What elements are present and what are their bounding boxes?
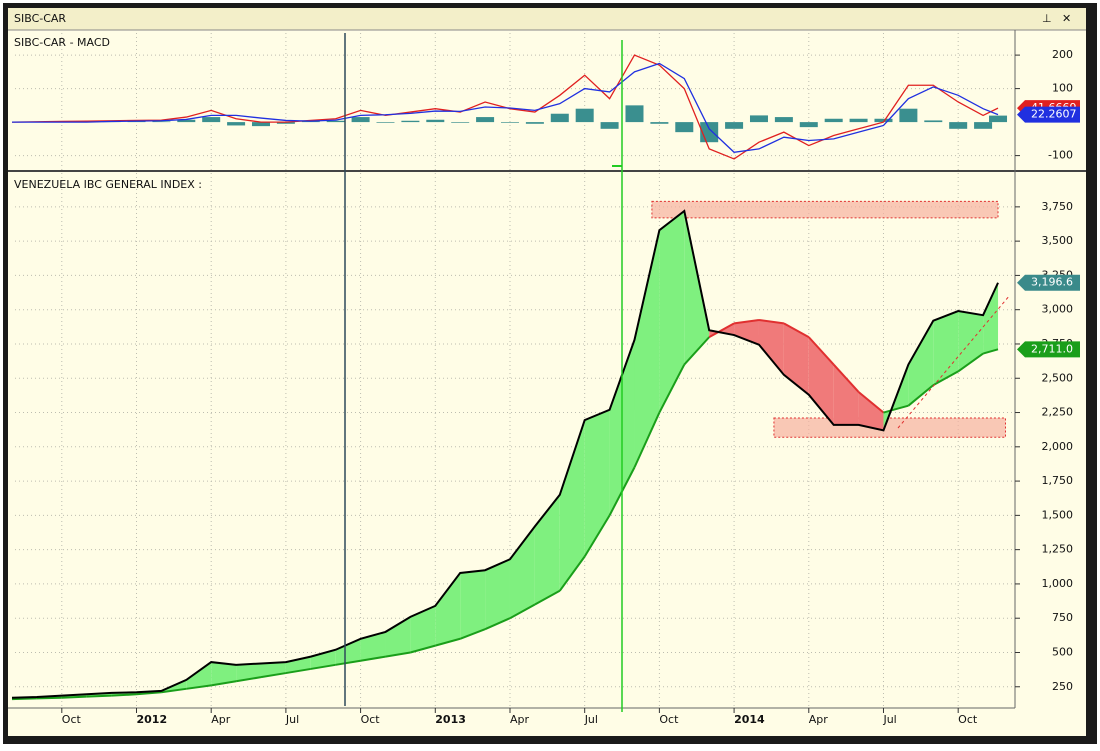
histogram-bar: [227, 122, 245, 125]
y-tick-label: 500: [1052, 645, 1073, 658]
histogram-bar: [601, 122, 619, 129]
histogram-bar: [376, 122, 394, 123]
y-tick-label: -100: [1048, 149, 1073, 162]
histogram-bar: [924, 120, 942, 122]
histogram-bar: [650, 122, 668, 124]
x-tick-label: Apr: [211, 713, 231, 726]
x-tick-label: Oct: [659, 713, 679, 726]
histogram-bar: [551, 114, 569, 122]
x-tick-label: Apr: [510, 713, 530, 726]
histogram-bar: [576, 109, 594, 122]
histogram-bar: [800, 122, 818, 127]
chart-title: VENEZUELA IBC GENERAL INDEX :: [14, 178, 202, 191]
y-tick-label: 200: [1052, 48, 1073, 61]
histogram-bar: [989, 116, 1007, 123]
x-tick-label: Oct: [361, 713, 381, 726]
x-tick-label: Jul: [882, 713, 896, 726]
histogram-bar: [750, 115, 768, 122]
window-title: SIBC-CAR: [14, 12, 66, 25]
y-tick-label: 3,750: [1042, 200, 1074, 213]
y-tick-label: 250: [1052, 680, 1073, 693]
moving-average-segment: [112, 694, 137, 695]
title-bar: [8, 8, 1086, 30]
histogram-bar: [152, 121, 170, 122]
x-tick-label: Jul: [584, 713, 598, 726]
y-tick-label: 2,500: [1042, 371, 1074, 384]
value-tag-label: 2,711.0: [1031, 342, 1073, 355]
histogram-bar: [949, 122, 967, 129]
y-tick-label: 2,250: [1042, 406, 1074, 419]
y-tick-label: 2,000: [1042, 440, 1074, 453]
x-tick-label: 2014: [734, 713, 765, 726]
histogram-bar: [426, 120, 444, 122]
x-tick-label: Oct: [62, 713, 82, 726]
x-tick-label: Apr: [809, 713, 829, 726]
fill-band: [460, 570, 485, 639]
y-tick-label: 100: [1052, 82, 1073, 95]
zone: [652, 201, 998, 217]
histogram-bar: [352, 117, 370, 122]
moving-average-segment: [62, 697, 87, 698]
y-tick-label: 1,500: [1042, 508, 1074, 521]
y-tick-label: 1,750: [1042, 474, 1074, 487]
histogram-bar: [501, 122, 519, 123]
histogram-bar: [625, 105, 643, 122]
fill-band: [485, 559, 510, 629]
histogram-bar: [675, 122, 693, 132]
histogram-bar: [775, 117, 793, 122]
y-tick-label: 3,500: [1042, 234, 1074, 247]
histogram-bar: [899, 109, 917, 122]
zone: [774, 418, 1006, 437]
y-tick-label: 1,250: [1042, 543, 1074, 556]
x-tick-label: 2013: [435, 713, 466, 726]
x-tick-label: Oct: [958, 713, 978, 726]
histogram-bar: [850, 119, 868, 122]
value-tag-label: 3,196.6: [1031, 276, 1073, 289]
histogram-bar: [725, 122, 743, 129]
histogram-bar: [401, 121, 419, 122]
histogram-bar: [526, 122, 544, 124]
histogram-bar: [202, 117, 220, 122]
value-tag-label: 22.2607: [1031, 108, 1077, 121]
chart-title: SIBC-CAR - MACD: [14, 36, 110, 49]
histogram-bar: [974, 122, 992, 129]
y-tick-label: 750: [1052, 611, 1073, 624]
pin-button[interactable]: ⊥: [1042, 12, 1052, 25]
histogram-bar: [451, 122, 469, 123]
x-tick-label: 2012: [136, 713, 167, 726]
moving-average-segment: [87, 696, 112, 697]
x-tick-label: Jul: [285, 713, 299, 726]
close-button[interactable]: ✕: [1062, 12, 1071, 25]
y-tick-label: 1,000: [1042, 577, 1074, 590]
histogram-bar: [476, 117, 494, 122]
histogram-bar: [825, 119, 843, 122]
y-tick-label: 3,000: [1042, 303, 1074, 316]
